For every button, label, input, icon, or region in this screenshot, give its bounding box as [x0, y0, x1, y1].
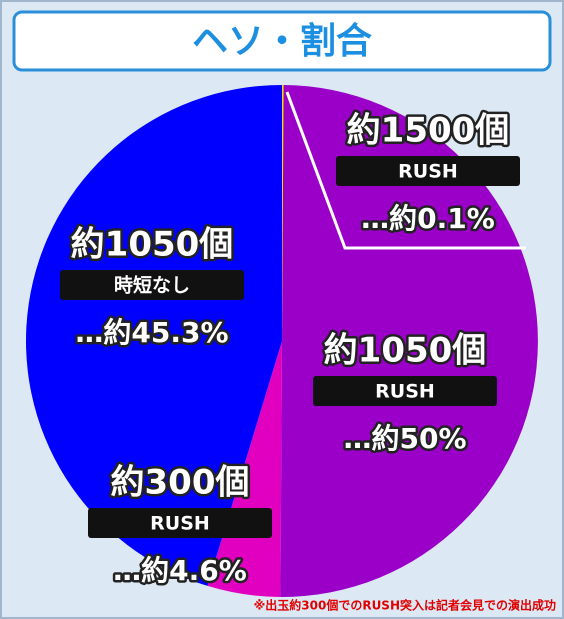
sub-label: RUSH	[375, 381, 435, 403]
sub-label-box	[336, 156, 520, 186]
sub-label: 時短なし	[114, 274, 190, 297]
sub-label-box	[88, 508, 272, 538]
value-label: …約4.6%	[113, 554, 247, 587]
footnote: ※出玉約300個でのRUSH突入は記者会見での演出成功	[254, 598, 556, 613]
sub-label: RUSH	[398, 161, 458, 183]
slice-label: 約1050個	[324, 331, 487, 371]
value-label: …約45.3%	[75, 316, 228, 349]
sub-label-box	[313, 376, 497, 406]
value-label: …約0.1%	[361, 202, 495, 235]
sub-label: RUSH	[150, 513, 210, 535]
pie-slice	[26, 85, 282, 586]
labels: 約1500個 RUSH …約0.1% 約1050個 RUSH …約50% 約300個 RUSH…	[60, 108, 520, 590]
slice-label: 約1500個	[347, 111, 510, 151]
slice-label: 約1050個	[71, 225, 234, 265]
slice-label: 約300個	[111, 463, 250, 503]
value-label: …約50%	[343, 422, 466, 455]
sub-label-box	[60, 270, 244, 300]
title-box	[12, 10, 552, 72]
chart-title: ヘソ・割合	[192, 21, 372, 62]
pie-slice	[282, 85, 284, 341]
callout-line	[285, 91, 526, 250]
pie-slice	[280, 85, 538, 597]
